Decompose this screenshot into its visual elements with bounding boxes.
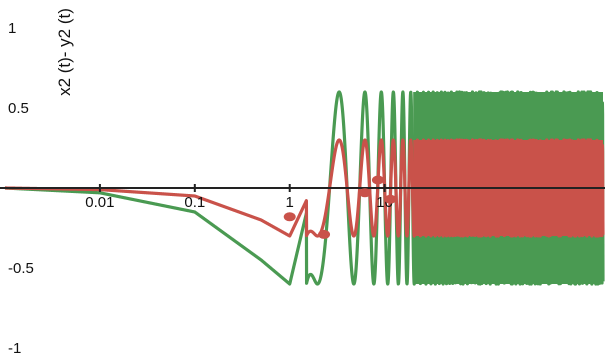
y-tick-label: -1 bbox=[8, 340, 21, 356]
x-tick-label: 1 bbox=[286, 194, 294, 211]
y-axis-title: x2 (t)- y2 (t) bbox=[55, 8, 74, 96]
y-tick-label: 1 bbox=[8, 20, 16, 37]
data-marker bbox=[283, 212, 296, 222]
data-marker bbox=[358, 188, 371, 198]
x-tick-label: 0.1 bbox=[184, 194, 205, 211]
y-tick-label: -0.5 bbox=[8, 260, 34, 277]
y-ticks: 1 0.5 -0.5 -1 bbox=[8, 20, 34, 356]
x-tick-label: 0.01 bbox=[85, 194, 114, 211]
data-marker bbox=[318, 229, 331, 239]
y-tick-label: 0.5 bbox=[8, 100, 29, 117]
data-marker bbox=[371, 175, 384, 185]
markers-layer bbox=[283, 175, 397, 239]
data-marker bbox=[384, 194, 397, 204]
